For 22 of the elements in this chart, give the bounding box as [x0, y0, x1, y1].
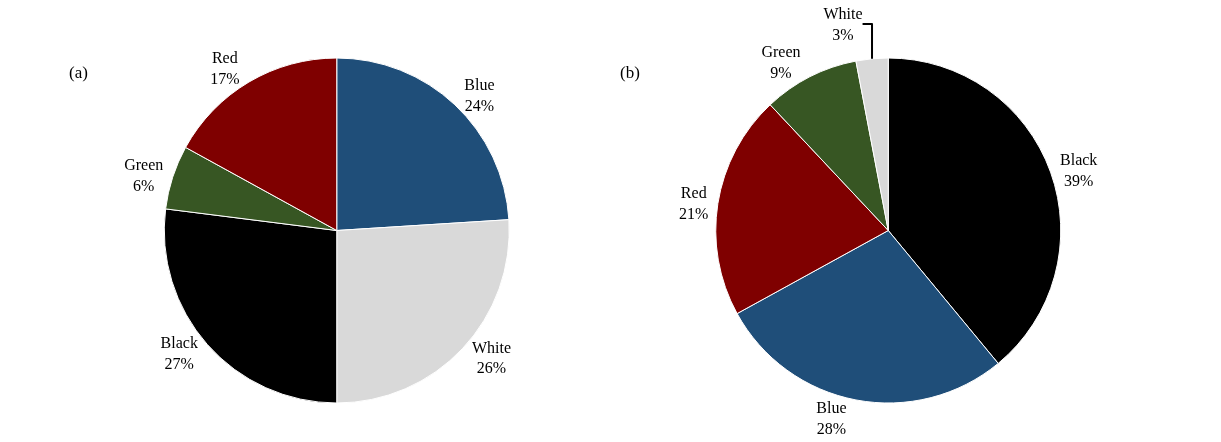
slice-label: Red: [211, 49, 238, 67]
data-label: 6%: [133, 177, 155, 195]
slice-label: Blue: [464, 75, 495, 93]
data-label: 9%: [770, 63, 792, 81]
slice-label: Blue: [816, 399, 847, 417]
text: (a): [69, 63, 88, 82]
slice-label: Green: [124, 156, 164, 174]
slice-label: Black: [1060, 151, 1098, 168]
slice-label: Black: [160, 333, 198, 351]
slice-label: White: [471, 338, 512, 356]
slice-label: Green: [761, 42, 801, 60]
data-label: 26%: [476, 359, 507, 377]
data-label: 39%: [1064, 171, 1094, 189]
data-label: 24%: [464, 96, 495, 114]
text: (b): [620, 63, 640, 82]
data-label: 27%: [164, 354, 194, 372]
slice-label: Red: [680, 184, 707, 202]
data-label: 3%: [832, 25, 854, 43]
slice-label: White: [823, 5, 863, 23]
data-label: 21%: [679, 204, 709, 222]
data-label: 17%: [210, 69, 240, 87]
data-label: 28%: [816, 420, 847, 438]
